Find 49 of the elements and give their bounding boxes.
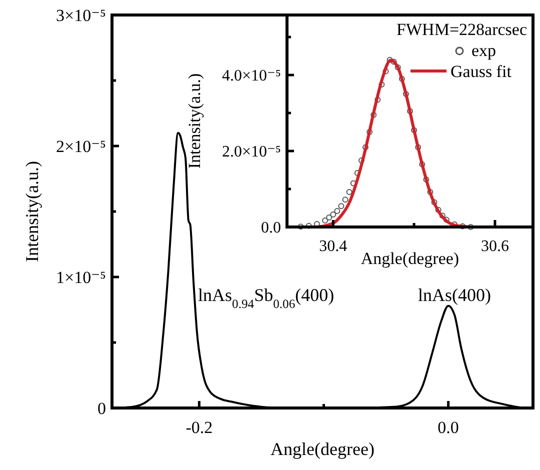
y-tick-label: 4.0×10⁻⁵ [222,68,281,85]
point [346,189,352,196]
point [366,129,373,136]
point [402,91,409,98]
x-tick-label: 30.6 [480,238,509,255]
point [423,176,430,183]
x-tick-label: -0.2 [186,418,213,437]
x-axis-title: Angle(degree) [270,439,374,459]
point [431,199,438,206]
point [394,64,401,70]
point [334,208,340,214]
point [362,144,368,150]
point [415,144,422,150]
point [382,68,389,74]
point [378,82,385,88]
point [326,214,332,220]
point [322,218,328,224]
y-tick-label: 2×10⁻⁵ [56,136,106,156]
point [390,58,397,65]
y-tick-label: 0 [98,398,106,418]
point [443,216,450,223]
point [419,161,426,168]
y-tick-label: 1×10⁻⁵ [56,268,106,287]
point [386,56,393,63]
x-tick-label: 30.4 [319,238,348,255]
y-tick-label: 2.0×10⁻⁵ [222,144,281,161]
point [330,211,336,218]
point [342,196,348,203]
y-tick-label: 0.0 [261,220,281,237]
legend-title: FWHM=228arcsec [396,20,528,39]
legend-label: Gauss fit [450,62,512,81]
point [407,108,413,114]
point [468,224,474,230]
y-axis-title: Intensity(a.u.) [22,161,42,262]
point [427,189,434,196]
point [374,96,381,103]
point [370,112,377,118]
y-tick-label: 3×10⁻⁵ [56,6,106,25]
y-axis-title: Intensity(a.u.) [185,73,204,169]
point [435,206,442,213]
annotation: lnAs(400) [418,285,491,305]
point [398,76,405,82]
point [439,212,446,219]
point [338,203,344,210]
annotation: lnAs$_{0.94}$Sb$_{0.06}$(400) [198,285,334,311]
legend-label: exp [472,41,496,60]
point [411,127,418,134]
point [298,224,304,230]
x-axis-title: Angle(degree) [360,249,460,268]
